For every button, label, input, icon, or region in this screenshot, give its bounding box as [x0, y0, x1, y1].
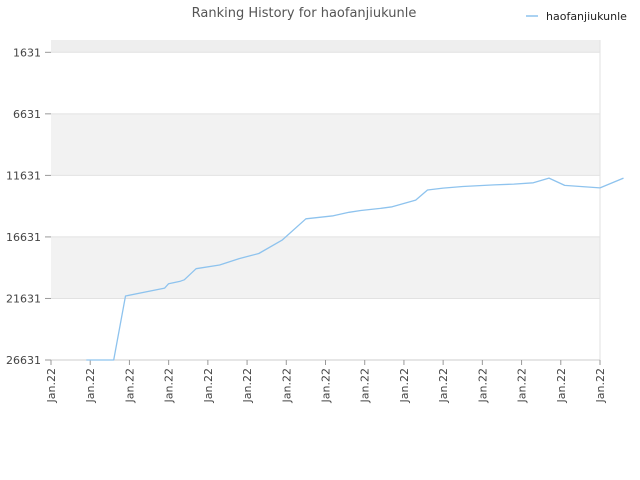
x-tick-label: Jan.22	[123, 368, 136, 403]
x-tick-label: Jan.22	[320, 368, 333, 403]
x-tick-label: Jan.22	[437, 368, 450, 403]
x-tick-label: Jan.22	[516, 368, 529, 403]
x-tick-label: Jan.22	[202, 368, 215, 403]
x-tick-label: Jan.22	[163, 368, 176, 403]
y-tick-label: 11631	[6, 169, 41, 182]
x-tick-label: Jan.22	[594, 368, 607, 403]
plot-bands	[51, 40, 600, 360]
y-tick-label: 16631	[6, 231, 41, 244]
x-tick-label: Jan.22	[476, 368, 489, 403]
plot-band	[51, 52, 600, 114]
y-tick-label: 6631	[13, 108, 41, 121]
series-group	[86, 177, 624, 361]
plot-band	[51, 40, 600, 53]
y-axis-ticks: 1631 6631 11631 16631 21631 26631	[6, 46, 51, 367]
y-tick-label: 21631	[6, 292, 41, 305]
x-tick-label: Jan.22	[84, 368, 97, 403]
x-axis-ticks: Jan.22 Jan.22 Jan.22 Jan.22 Jan.22 Jan.22 Jan.…	[45, 360, 607, 403]
legend: haofanjiukunle	[526, 10, 627, 23]
series-line	[86, 177, 624, 361]
x-tick-label: Jan.22	[398, 368, 411, 403]
x-tick-label: Jan.22	[280, 368, 293, 403]
y-tick-label: 26631	[6, 354, 41, 367]
plot-band	[51, 113, 600, 176]
plot-band	[51, 175, 600, 237]
plot-band	[51, 298, 600, 360]
plot-band	[51, 236, 600, 299]
x-tick-label: Jan.22	[359, 368, 372, 403]
legend-label: haofanjiukunle	[546, 10, 627, 23]
x-tick-label: Jan.22	[45, 368, 58, 403]
x-tick-label: Jan.22	[241, 368, 254, 403]
chart-title: Ranking History for haofanjiukunle	[192, 6, 417, 21]
y-tick-label: 1631	[13, 46, 41, 59]
x-tick-label: Jan.22	[555, 368, 568, 403]
